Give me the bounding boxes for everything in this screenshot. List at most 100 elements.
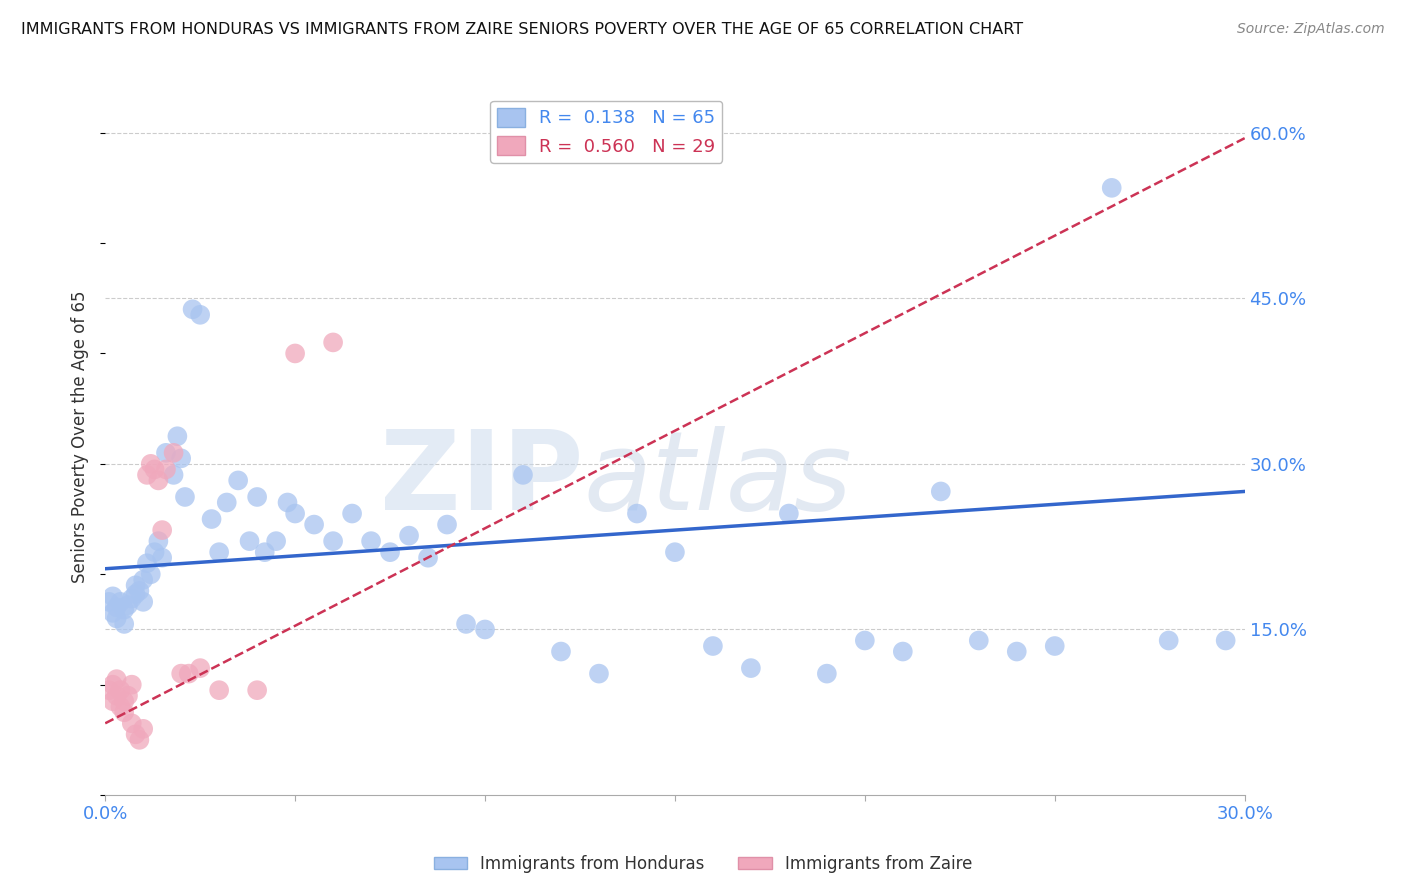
Point: [512, 467, 534, 482]
Point: [121, 678, 143, 692]
Point: [128, 583, 150, 598]
Point: [664, 545, 686, 559]
Point: [200, 512, 222, 526]
Point: [238, 534, 260, 549]
Point: [110, 699, 132, 714]
Point: [550, 644, 572, 658]
Point: [166, 429, 188, 443]
Point: [112, 602, 135, 616]
Point: [398, 528, 420, 542]
Point: [101, 694, 124, 708]
Point: [276, 495, 298, 509]
Point: [1157, 633, 1180, 648]
Point: [132, 595, 155, 609]
Point: [148, 474, 170, 488]
Point: [121, 591, 143, 606]
Point: [1101, 181, 1123, 195]
Point: [143, 545, 166, 559]
Y-axis label: Seniors Poverty Over the Age of 65: Seniors Poverty Over the Age of 65: [72, 290, 89, 582]
Point: [778, 507, 800, 521]
Point: [246, 683, 269, 698]
Point: [1005, 644, 1028, 658]
Point: [181, 302, 204, 317]
Point: [124, 727, 146, 741]
Point: [155, 462, 177, 476]
Point: [340, 507, 363, 521]
Point: [215, 495, 238, 509]
Point: [139, 457, 162, 471]
Point: [1215, 633, 1237, 648]
Point: [170, 666, 193, 681]
Legend: Immigrants from Honduras, Immigrants from Zaire: Immigrants from Honduras, Immigrants fro…: [427, 848, 979, 880]
Point: [302, 517, 325, 532]
Point: [702, 639, 724, 653]
Legend: R =  0.138   N = 65, R =  0.560   N = 29: R = 0.138 N = 65, R = 0.560 N = 29: [491, 101, 723, 163]
Point: [208, 683, 231, 698]
Point: [117, 598, 139, 612]
Point: [253, 545, 276, 559]
Point: [322, 335, 344, 350]
Point: [105, 689, 128, 703]
Point: [98, 595, 121, 609]
Point: [136, 556, 159, 570]
Point: [136, 467, 159, 482]
Point: [246, 490, 269, 504]
Point: [101, 606, 124, 620]
Point: [284, 346, 307, 360]
Point: [284, 507, 307, 521]
Point: [626, 507, 648, 521]
Point: [588, 666, 610, 681]
Point: [117, 689, 139, 703]
Point: [322, 534, 344, 549]
Point: [105, 611, 128, 625]
Point: [967, 633, 990, 648]
Point: [188, 308, 211, 322]
Point: [148, 534, 170, 549]
Point: [454, 616, 477, 631]
Point: [188, 661, 211, 675]
Point: [112, 616, 135, 631]
Point: [101, 678, 124, 692]
Point: [155, 446, 177, 460]
Point: [162, 467, 184, 482]
Point: [815, 666, 838, 681]
Point: [110, 683, 132, 698]
Point: [1043, 639, 1066, 653]
Point: [929, 484, 952, 499]
Text: Source: ZipAtlas.com: Source: ZipAtlas.com: [1237, 22, 1385, 37]
Text: ZIP: ZIP: [381, 425, 583, 533]
Point: [124, 578, 146, 592]
Point: [139, 567, 162, 582]
Point: [378, 545, 401, 559]
Point: [121, 716, 143, 731]
Point: [416, 550, 439, 565]
Point: [891, 644, 914, 658]
Point: [128, 732, 150, 747]
Point: [360, 534, 382, 549]
Point: [143, 462, 166, 476]
Point: [162, 446, 184, 460]
Point: [112, 705, 135, 719]
Point: [740, 661, 762, 675]
Text: IMMIGRANTS FROM HONDURAS VS IMMIGRANTS FROM ZAIRE SENIORS POVERTY OVER THE AGE O: IMMIGRANTS FROM HONDURAS VS IMMIGRANTS F…: [21, 22, 1024, 37]
Point: [208, 545, 231, 559]
Point: [132, 722, 155, 736]
Point: [226, 474, 249, 488]
Point: [264, 534, 287, 549]
Point: [110, 595, 132, 609]
Point: [436, 517, 458, 532]
Point: [98, 683, 121, 698]
Point: [105, 600, 128, 615]
Point: [105, 672, 128, 686]
Point: [112, 694, 135, 708]
Text: atlas: atlas: [583, 425, 852, 533]
Point: [170, 451, 193, 466]
Point: [174, 490, 197, 504]
Point: [150, 523, 173, 537]
Point: [474, 623, 496, 637]
Point: [177, 666, 200, 681]
Point: [132, 573, 155, 587]
Point: [853, 633, 876, 648]
Point: [150, 550, 173, 565]
Point: [101, 590, 124, 604]
